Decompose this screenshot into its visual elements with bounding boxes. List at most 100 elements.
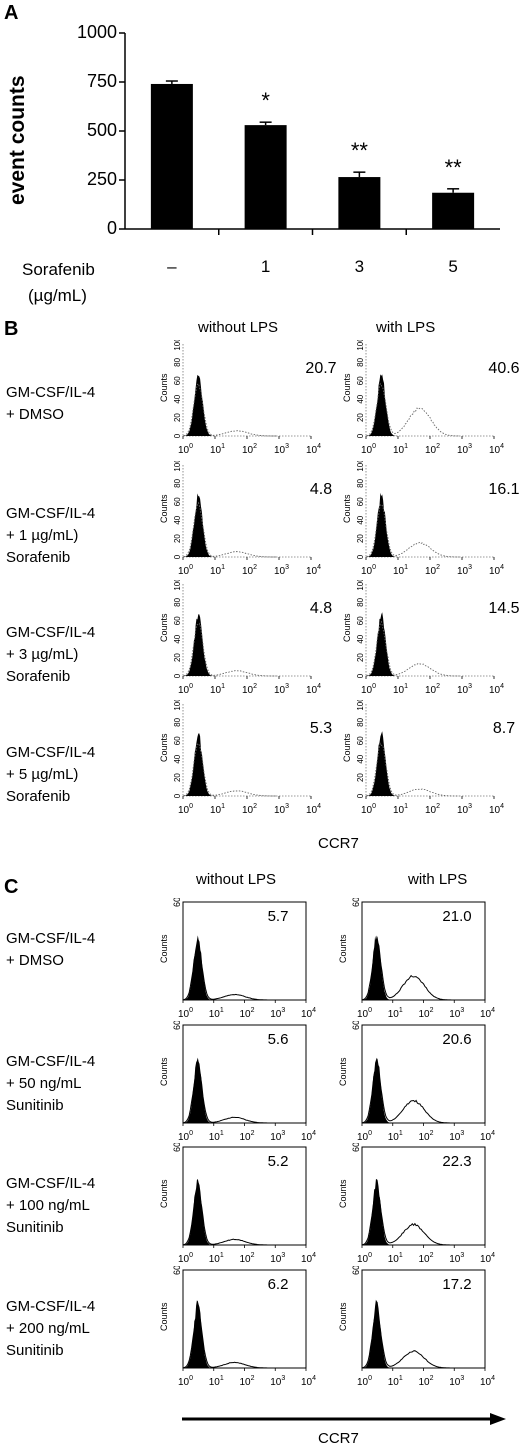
counts-tick-label: 100 [356, 340, 365, 351]
log-tick-label: 100 [357, 1130, 372, 1143]
log-tick-label: 104 [489, 564, 504, 577]
log-tick-label: 103 [274, 683, 289, 696]
log-tick-label: 101 [388, 1007, 403, 1020]
percent-positive-value: 17.2 [442, 1276, 472, 1293]
counts-tick-label: 60 [173, 736, 182, 745]
counts-tick-label: 20 [356, 413, 365, 422]
counts-tick-label: 0 [356, 554, 365, 559]
panel-b-x-axis-label: CCR7 [318, 835, 359, 852]
log-tick-label: 100 [357, 1375, 372, 1388]
histogram-plot: Counts 60 100 101 102 103 104 [338, 898, 495, 1020]
log-tick-label: 100 [357, 1252, 372, 1265]
log-tick-label: 103 [270, 1130, 285, 1143]
log-tick-label: 100 [178, 1007, 193, 1020]
ccr7-histogram [183, 742, 277, 797]
histogram-plot: Counts 60 100 101 102 103 104 [159, 1143, 316, 1265]
condition-label: GM-CSF/IL-4 + 200 ng/mL Sunitinib [6, 1298, 96, 1359]
histogram-plot: Counts 0 20 40 60 80 100 100 101 102 103 104 [159, 700, 321, 816]
log-tick-label: 102 [240, 1375, 255, 1388]
counts-tick-label: 20 [356, 534, 365, 543]
counts-tick-label: 40 [173, 394, 182, 403]
panel-c-header-without-lps: without LPS [196, 871, 277, 888]
percent-positive-value: 21.0 [442, 908, 472, 925]
counts-label: Counts [338, 1057, 348, 1086]
percent-positive-value: 4.8 [309, 600, 333, 617]
bar-x-axis-label-line2: (µg/mL) [28, 286, 87, 305]
histogram-plot: Counts 60 100 101 102 103 104 [159, 1021, 316, 1143]
ccr7-histogram [183, 501, 277, 558]
log-tick-label: 100 [178, 1252, 193, 1265]
isotype-histogram [363, 1057, 398, 1123]
counts-tick-label: 80 [356, 717, 365, 726]
log-tick-label: 104 [301, 1130, 316, 1143]
log-tick-label: 104 [301, 1007, 316, 1020]
counts-tick-label: 0 [356, 433, 365, 438]
counts-tick-label: 40 [173, 634, 182, 643]
log-tick-label: 101 [393, 443, 408, 456]
histogram-plot: Counts 0 20 40 60 80 100 100 101 102 103 104 [159, 461, 321, 577]
counts-tick-label: 100 [173, 700, 182, 711]
counts-tick-label: 20 [173, 653, 182, 662]
log-tick-label: 103 [270, 1252, 285, 1265]
isotype-histogram [367, 612, 403, 676]
log-tick-label: 104 [306, 803, 321, 816]
log-tick-label: 100 [178, 683, 193, 696]
counts-tick-label: 60 [356, 376, 365, 385]
histogram-plot: Counts 0 20 40 60 80 100 100 101 102 103 104 [342, 700, 504, 816]
log-tick-label: 101 [209, 1007, 224, 1020]
counts-tick-label: 100 [173, 461, 182, 472]
panel-b-header-with-lps: with LPS [376, 319, 436, 336]
counts-tick-label: 20 [173, 413, 182, 422]
counts-tick-label: 80 [356, 478, 365, 487]
counts-label: Counts [159, 1057, 169, 1086]
bar-y-tick-label: 750 [86, 71, 117, 91]
bar [432, 192, 475, 229]
counts-tick-label: 60 [173, 616, 182, 625]
percent-positive-value: 8.7 [492, 720, 516, 737]
counts-tick-label: 40 [356, 754, 365, 763]
isotype-histogram [184, 1057, 219, 1123]
log-tick-label: 101 [210, 564, 225, 577]
log-tick-label: 101 [210, 683, 225, 696]
log-tick-label: 102 [242, 803, 257, 816]
counts-tick-label: 60 [173, 376, 182, 385]
log-tick-label: 101 [388, 1252, 403, 1265]
counts-tick-label: 40 [356, 515, 365, 524]
log-tick-label: 104 [480, 1130, 495, 1143]
log-tick-label: 103 [449, 1007, 464, 1020]
counts-tick-label: 100 [356, 580, 365, 591]
ccr7-histogram [362, 943, 452, 1001]
panel-b-letter: B [4, 318, 19, 340]
counts-tick-label: 60 [356, 616, 365, 625]
histogram-plot: Counts 0 20 40 60 80 100 100 101 102 103 104 [342, 461, 504, 577]
isotype-histogram [184, 1300, 219, 1368]
log-tick-label: 102 [419, 1375, 434, 1388]
percent-positive-value: 22.3 [442, 1153, 472, 1170]
log-tick-label: 104 [301, 1375, 316, 1388]
ccr7-histogram [366, 504, 460, 558]
counts-label: Counts [338, 1302, 348, 1331]
isotype-histogram [184, 935, 219, 1000]
log-tick-label: 102 [240, 1252, 255, 1265]
counts-tick-label: 60 [351, 898, 361, 907]
isotype-histogram [184, 733, 220, 796]
counts-tick-label: 0 [356, 793, 365, 798]
counts-tick-label: 60 [172, 898, 182, 907]
counts-tick-label: 0 [173, 433, 182, 438]
ccr7-histogram [183, 942, 273, 1001]
log-tick-label: 102 [242, 683, 257, 696]
log-tick-label: 103 [457, 443, 472, 456]
counts-tick-label: 60 [356, 497, 365, 506]
log-tick-label: 101 [210, 803, 225, 816]
histogram-plot: Counts 0 20 40 60 80 100 100 101 102 103 104 [342, 340, 504, 456]
counts-tick-label: 60 [351, 1266, 361, 1275]
histogram-plot: Counts 60 100 101 102 103 104 [159, 1266, 316, 1388]
log-tick-label: 103 [270, 1007, 285, 1020]
histogram-plot: Counts 0 20 40 60 80 100 100 101 102 103 104 [159, 580, 321, 696]
counts-tick-label: 80 [356, 357, 365, 366]
percent-positive-value: 14.5 [488, 600, 520, 617]
counts-tick-label: 40 [173, 515, 182, 524]
isotype-histogram [363, 1179, 398, 1245]
ccr7-arrow [182, 1413, 506, 1425]
percent-positive-value: 5.2 [267, 1153, 289, 1170]
